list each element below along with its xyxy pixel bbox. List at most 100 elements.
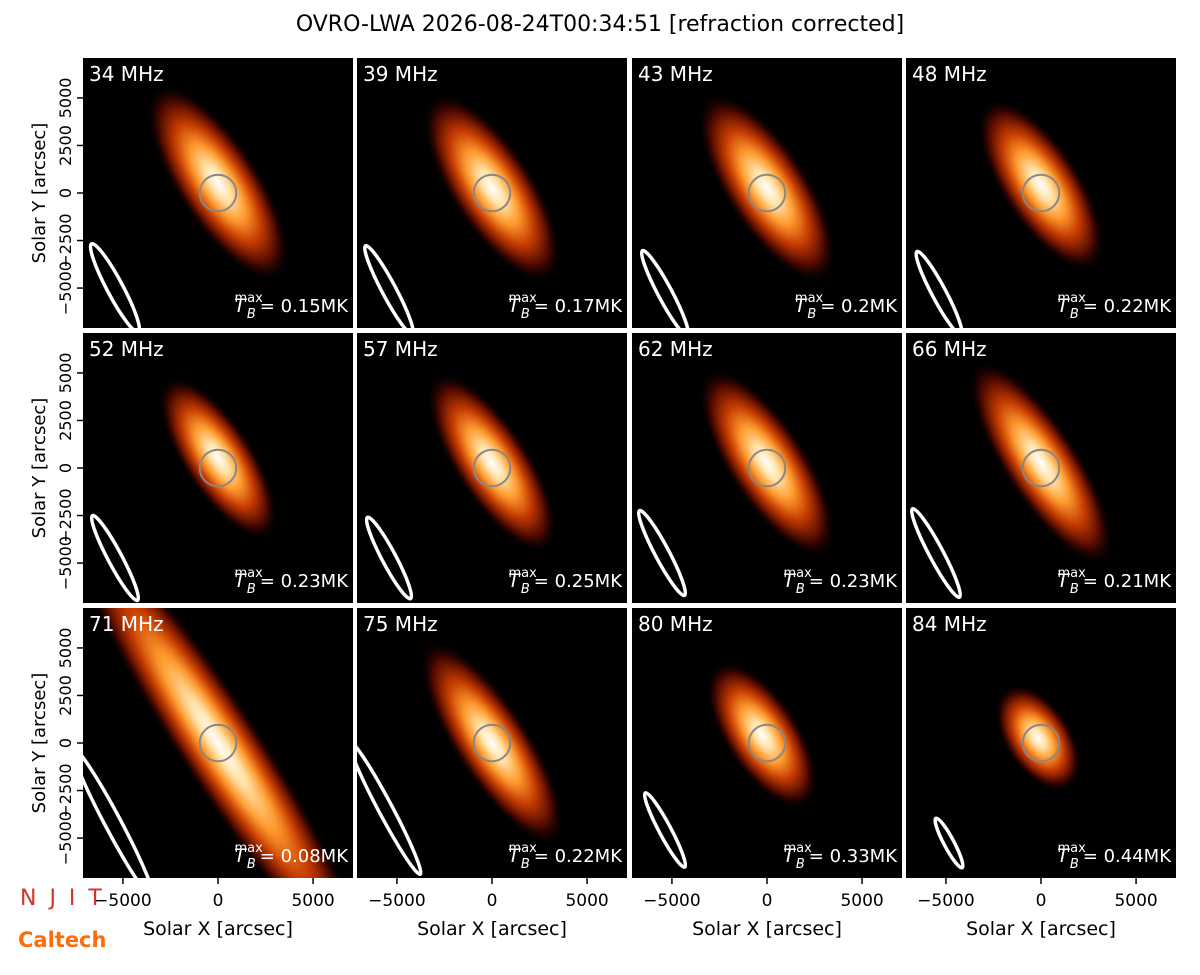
tb-value: = 0.08MK <box>260 846 349 867</box>
tb-sub: B <box>1070 857 1079 872</box>
tb-value: = 0.2MK <box>820 296 898 317</box>
emission <box>994 684 1082 792</box>
tb-sub: B <box>796 582 805 597</box>
tb-symbol: T <box>234 295 247 317</box>
y-tick-label: −5000 <box>56 811 75 865</box>
emission <box>83 608 353 878</box>
frequency-label: 48 MHz <box>912 62 987 86</box>
emission <box>146 83 290 283</box>
tb-sup: max <box>234 291 263 306</box>
tb-symbol: T <box>508 295 521 317</box>
panel <box>906 333 1176 603</box>
tb-symbol: T <box>1057 295 1070 317</box>
panel <box>83 333 353 603</box>
x-tick-label: −5000 <box>643 891 701 911</box>
tb-value: = 0.25MK <box>534 571 623 592</box>
tb-symbol: T <box>234 570 247 592</box>
tb-sub: B <box>796 857 805 872</box>
x-axis-label: Solar X [arcsec] <box>692 918 842 940</box>
frequency-label: 43 MHz <box>638 62 713 86</box>
solar-disk <box>1021 173 1061 213</box>
y-tick-label: −2500 <box>56 488 75 542</box>
solar-disk <box>472 173 512 213</box>
y-axis-label: Solar Y [arcsec] <box>29 673 50 814</box>
frequency-label: 39 MHz <box>363 62 438 86</box>
frequency-label: 66 MHz <box>912 337 987 361</box>
tb-sup: max <box>508 566 537 581</box>
x-tick-label: 0 <box>762 891 773 911</box>
x-tick-label: 5000 <box>1114 891 1157 911</box>
panel <box>632 333 902 603</box>
beam <box>642 791 688 869</box>
y-tick-label: 2500 <box>56 675 75 716</box>
panel <box>357 333 627 603</box>
tb-value: = 0.23MK <box>809 571 898 592</box>
x-tick-label: −5000 <box>94 891 152 911</box>
tb-value: = 0.21MK <box>1083 571 1172 592</box>
tb-symbol: T <box>1057 570 1070 592</box>
frequency-label: 75 MHz <box>363 612 438 636</box>
frequency-label: 57 MHz <box>363 337 438 361</box>
y-tick-label: 5000 <box>56 78 75 119</box>
tb-symbol: T <box>1057 845 1070 867</box>
panel <box>906 608 1176 878</box>
y-tick-label: 5000 <box>56 353 75 394</box>
tb-sub: B <box>521 857 530 872</box>
panel <box>906 58 1176 328</box>
tb-sup: max <box>795 291 824 306</box>
emission <box>419 640 565 846</box>
frequency-label: 62 MHz <box>638 337 713 361</box>
x-tick-label: 5000 <box>291 891 334 911</box>
tb-sup: max <box>234 841 263 856</box>
beam <box>909 506 963 600</box>
beam <box>88 241 142 328</box>
x-tick-label: 0 <box>487 891 498 911</box>
y-tick-label: −2500 <box>56 213 75 267</box>
x-axis-label: Solar X [arcsec] <box>966 918 1116 940</box>
solar-disk <box>198 173 238 213</box>
beam <box>639 248 691 328</box>
y-tick-label: 0 <box>56 738 75 748</box>
tb-symbol: T <box>508 570 521 592</box>
solar-disk <box>198 448 238 488</box>
frequency-label: 80 MHz <box>638 612 713 636</box>
logo-caltech: Caltech <box>18 928 106 952</box>
beam <box>364 515 414 601</box>
tb-sub: B <box>247 857 256 872</box>
panel <box>632 608 902 878</box>
emission <box>422 92 562 284</box>
beam <box>357 739 423 877</box>
tb-sup: max <box>1057 291 1086 306</box>
y-tick-label: −5000 <box>56 536 75 590</box>
emission <box>698 368 836 558</box>
tb-value: = 0.22MK <box>1083 296 1172 317</box>
tb-sub: B <box>807 307 816 322</box>
beam <box>362 243 416 328</box>
x-axis-label: Solar X [arcsec] <box>143 918 293 940</box>
tb-symbol: T <box>508 845 521 867</box>
tb-value: = 0.23MK <box>260 571 349 592</box>
frequency-label: 34 MHz <box>89 62 164 86</box>
solar-disk <box>1021 448 1061 488</box>
x-tick-label: −5000 <box>368 891 426 911</box>
y-tick-label: 0 <box>56 188 75 198</box>
tb-sub: B <box>247 582 256 597</box>
x-tick-label: −5000 <box>917 891 975 911</box>
tb-symbol: T <box>783 570 796 592</box>
solar-disk <box>747 448 787 488</box>
tb-value: = 0.22MK <box>534 846 623 867</box>
emission <box>705 660 819 810</box>
logo-njit: N J I T <box>20 886 105 911</box>
emission <box>977 98 1105 272</box>
beam <box>914 249 964 328</box>
x-tick-label: 0 <box>1036 891 1047 911</box>
beam <box>83 746 156 878</box>
tb-sub: B <box>521 307 530 322</box>
y-axis-label: Solar Y [arcsec] <box>29 123 50 264</box>
solar-disk <box>747 173 787 213</box>
y-tick-label: −2500 <box>56 763 75 817</box>
panel <box>357 608 627 878</box>
figure-title: OVRO-LWA 2026-08-24T00:34:51 [refraction… <box>296 12 904 37</box>
tb-sup: max <box>1057 841 1086 856</box>
panel <box>357 58 627 328</box>
